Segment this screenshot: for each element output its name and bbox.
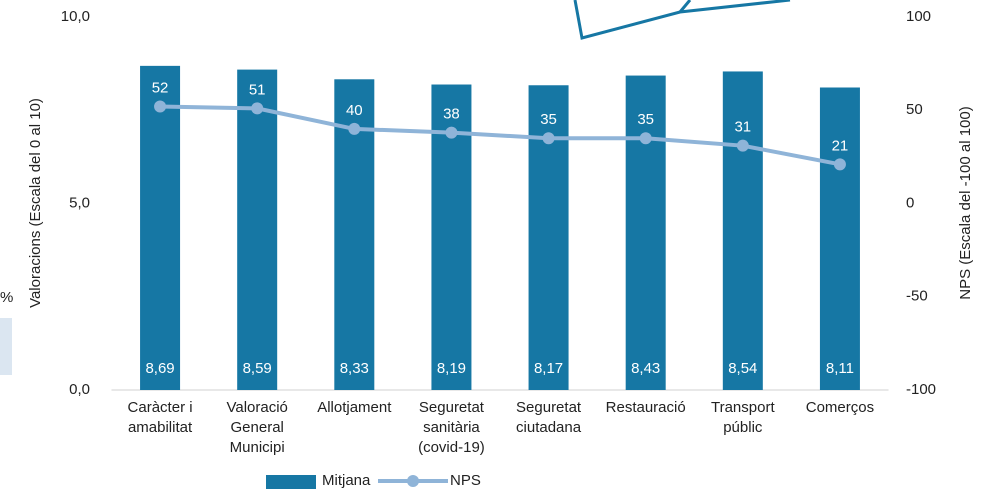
line-value-label: 52 <box>152 79 169 96</box>
line-marker <box>834 158 846 170</box>
legend-swatch <box>266 475 316 489</box>
x-tick-label: Transport públic <box>695 398 791 438</box>
line-marker <box>640 132 652 144</box>
y2-tick-label: -50 <box>906 288 928 305</box>
y2-tick-label: 50 <box>906 101 923 118</box>
bar <box>237 70 277 390</box>
line-marker <box>445 127 457 139</box>
y-axis-title: Valoracions (Escala del 0 al 10) <box>27 98 44 308</box>
legend-label: NPS <box>450 472 481 489</box>
x-tick-label: Restauració <box>598 398 694 418</box>
y-tick-label: 0,0 <box>69 381 90 398</box>
line-marker <box>543 132 555 144</box>
line-value-label: 31 <box>734 119 751 136</box>
chart-page: % Valoracions (Escala del 0 al 10) NPS (… <box>0 0 998 489</box>
decoration <box>575 0 790 38</box>
bar-value-label: 8,54 <box>728 360 757 377</box>
bar <box>140 66 180 390</box>
line-value-label: 38 <box>443 106 460 123</box>
line-value-label: 35 <box>637 111 654 128</box>
x-tick-label: Comerços <box>792 398 888 418</box>
line-marker <box>737 140 749 152</box>
x-tick-label: Valoració General Municipi <box>209 398 305 458</box>
y2-tick-label: 0 <box>906 194 914 211</box>
y2-axis-title: NPS (Escala del -100 al 100) <box>957 106 974 299</box>
bar-value-label: 8,33 <box>340 360 369 377</box>
side-fragment: % <box>0 289 13 306</box>
line-marker <box>154 101 166 113</box>
bar <box>529 85 569 390</box>
x-tick-label: Seguretat ciutadana <box>501 398 597 438</box>
legend-swatch <box>407 475 419 487</box>
bar-value-label: 8,69 <box>145 360 174 377</box>
bar-value-label: 8,19 <box>437 360 466 377</box>
y2-tick-label: -100 <box>906 381 936 398</box>
x-tick-label: Allotjament <box>306 398 402 418</box>
decoration <box>0 318 12 375</box>
bar-value-label: 8,43 <box>631 360 660 377</box>
line-value-label: 21 <box>832 137 849 154</box>
y2-tick-label: 100 <box>906 8 931 25</box>
x-tick-label: Caràcter i amabilitat <box>112 398 208 438</box>
line-value-label: 35 <box>540 111 557 128</box>
y-tick-label: 5,0 <box>69 194 90 211</box>
x-tick-label: Seguretat sanitària (covid-19) <box>403 398 499 458</box>
bar <box>820 87 860 390</box>
legend-label: Mitjana <box>322 472 371 489</box>
bar-value-label: 8,11 <box>826 360 854 377</box>
line-value-label: 40 <box>346 102 363 119</box>
y-tick-label: 10,0 <box>61 8 90 25</box>
line-marker <box>251 102 263 114</box>
bar-value-label: 8,17 <box>534 360 563 377</box>
line-value-label: 51 <box>249 81 266 98</box>
line-marker <box>348 123 360 135</box>
bar-value-label: 8,59 <box>243 360 272 377</box>
